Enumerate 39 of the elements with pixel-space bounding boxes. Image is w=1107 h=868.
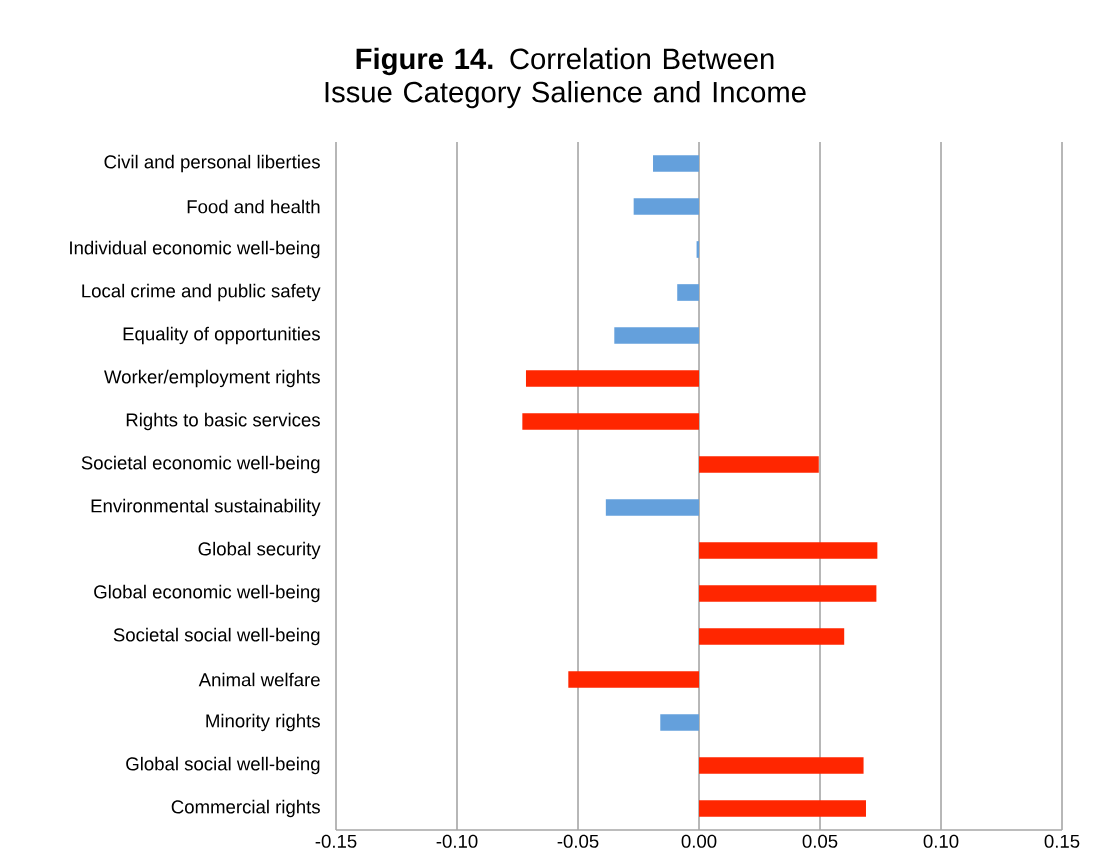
- bar: [699, 800, 866, 817]
- bar: [605, 499, 700, 516]
- bar: [660, 714, 700, 731]
- x-tick-label: -0.10: [436, 834, 478, 848]
- bar: [633, 198, 700, 215]
- y-tick-label: Societal economic well-being: [81, 455, 320, 474]
- y-tick-label: Global economic well-being: [94, 584, 320, 603]
- y-tick-label: Minority rights: [206, 713, 320, 732]
- y-tick-label: Global social well-being: [126, 756, 320, 775]
- x-tick-label: 0.05: [802, 834, 838, 848]
- bar: [677, 284, 700, 301]
- bar: [699, 757, 864, 774]
- bar: [525, 370, 700, 387]
- y-tick-label: Environmental sustainability: [91, 498, 321, 517]
- bar: [699, 542, 878, 559]
- y-tick-label: Global security: [198, 541, 321, 560]
- y-tick-label: Worker/employment rights: [104, 369, 320, 388]
- y-tick-label: Equality of opportunities: [123, 326, 320, 345]
- bar: [568, 671, 700, 688]
- x-tick-label: -0.15: [315, 834, 357, 848]
- y-tick-label: Commercial rights: [171, 799, 320, 818]
- y-tick-label: Local crime and public safety: [82, 283, 321, 302]
- chart-title: Figure 14. Correlation Between Issue Category Salience and Income: [325, 47, 806, 109]
- x-tick-label: -0.05: [557, 834, 599, 848]
- y-tick-label: Individual economic well-being: [70, 240, 320, 259]
- y-tick-label: Civil and personal liberties: [104, 154, 320, 173]
- bar: [653, 155, 700, 172]
- x-tick-label: 0.15: [1044, 834, 1080, 848]
- bar: [699, 585, 877, 602]
- y-tick-label: Societal social well-being: [113, 627, 320, 646]
- x-tick-label: 0.00: [681, 834, 717, 848]
- bar: [699, 628, 845, 645]
- bar: [522, 413, 700, 430]
- y-tick-label: Rights to basic services: [126, 412, 320, 431]
- bar: [699, 456, 819, 473]
- y-tick-label: Food and health: [187, 199, 320, 214]
- x-tick-label: 0.10: [923, 834, 959, 848]
- bar: [614, 327, 700, 344]
- y-tick-label: Animal welfare: [198, 672, 320, 687]
